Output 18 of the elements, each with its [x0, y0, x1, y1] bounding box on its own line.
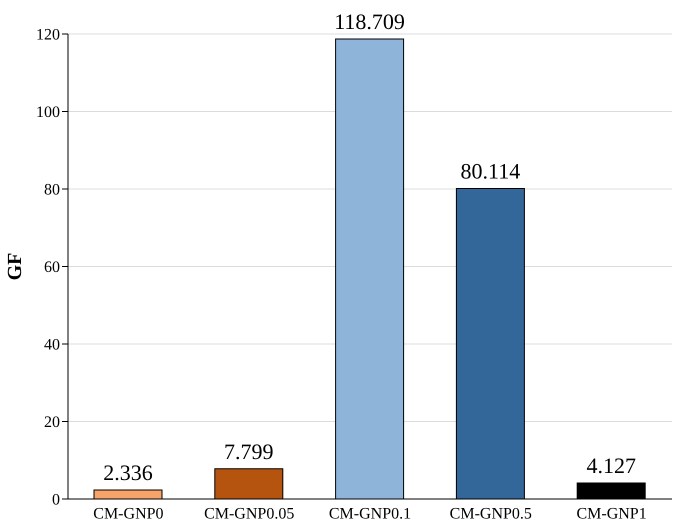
data-label: 7.799 [224, 438, 274, 464]
x-tick-label: CM-GNP0.05 [204, 505, 294, 522]
data-label: 2.336 [103, 460, 153, 485]
y-axis-title: GF [4, 252, 26, 280]
y-tick-label: 120 [36, 26, 60, 44]
data-label: 118.709 [334, 9, 405, 34]
x-tick-label: CM-GNP0.5 [450, 505, 532, 522]
y-tick-label: 20 [44, 414, 60, 432]
y-tick-label: 60 [44, 259, 60, 276]
x-tick-label: CM-GNP0.1 [328, 505, 412, 522]
data-label: 4.127 [586, 453, 636, 478]
y-tick-label: 0 [52, 492, 60, 509]
y-tick-label: 80 [44, 182, 60, 199]
x-tick-label: CM-GNP1 [576, 505, 647, 522]
data-label: 80.114 [460, 158, 520, 184]
y-tick-label: 40 [44, 336, 60, 354]
x-tick-label: CM-GNP0 [93, 505, 164, 522]
y-tick-label: 100 [36, 104, 60, 122]
